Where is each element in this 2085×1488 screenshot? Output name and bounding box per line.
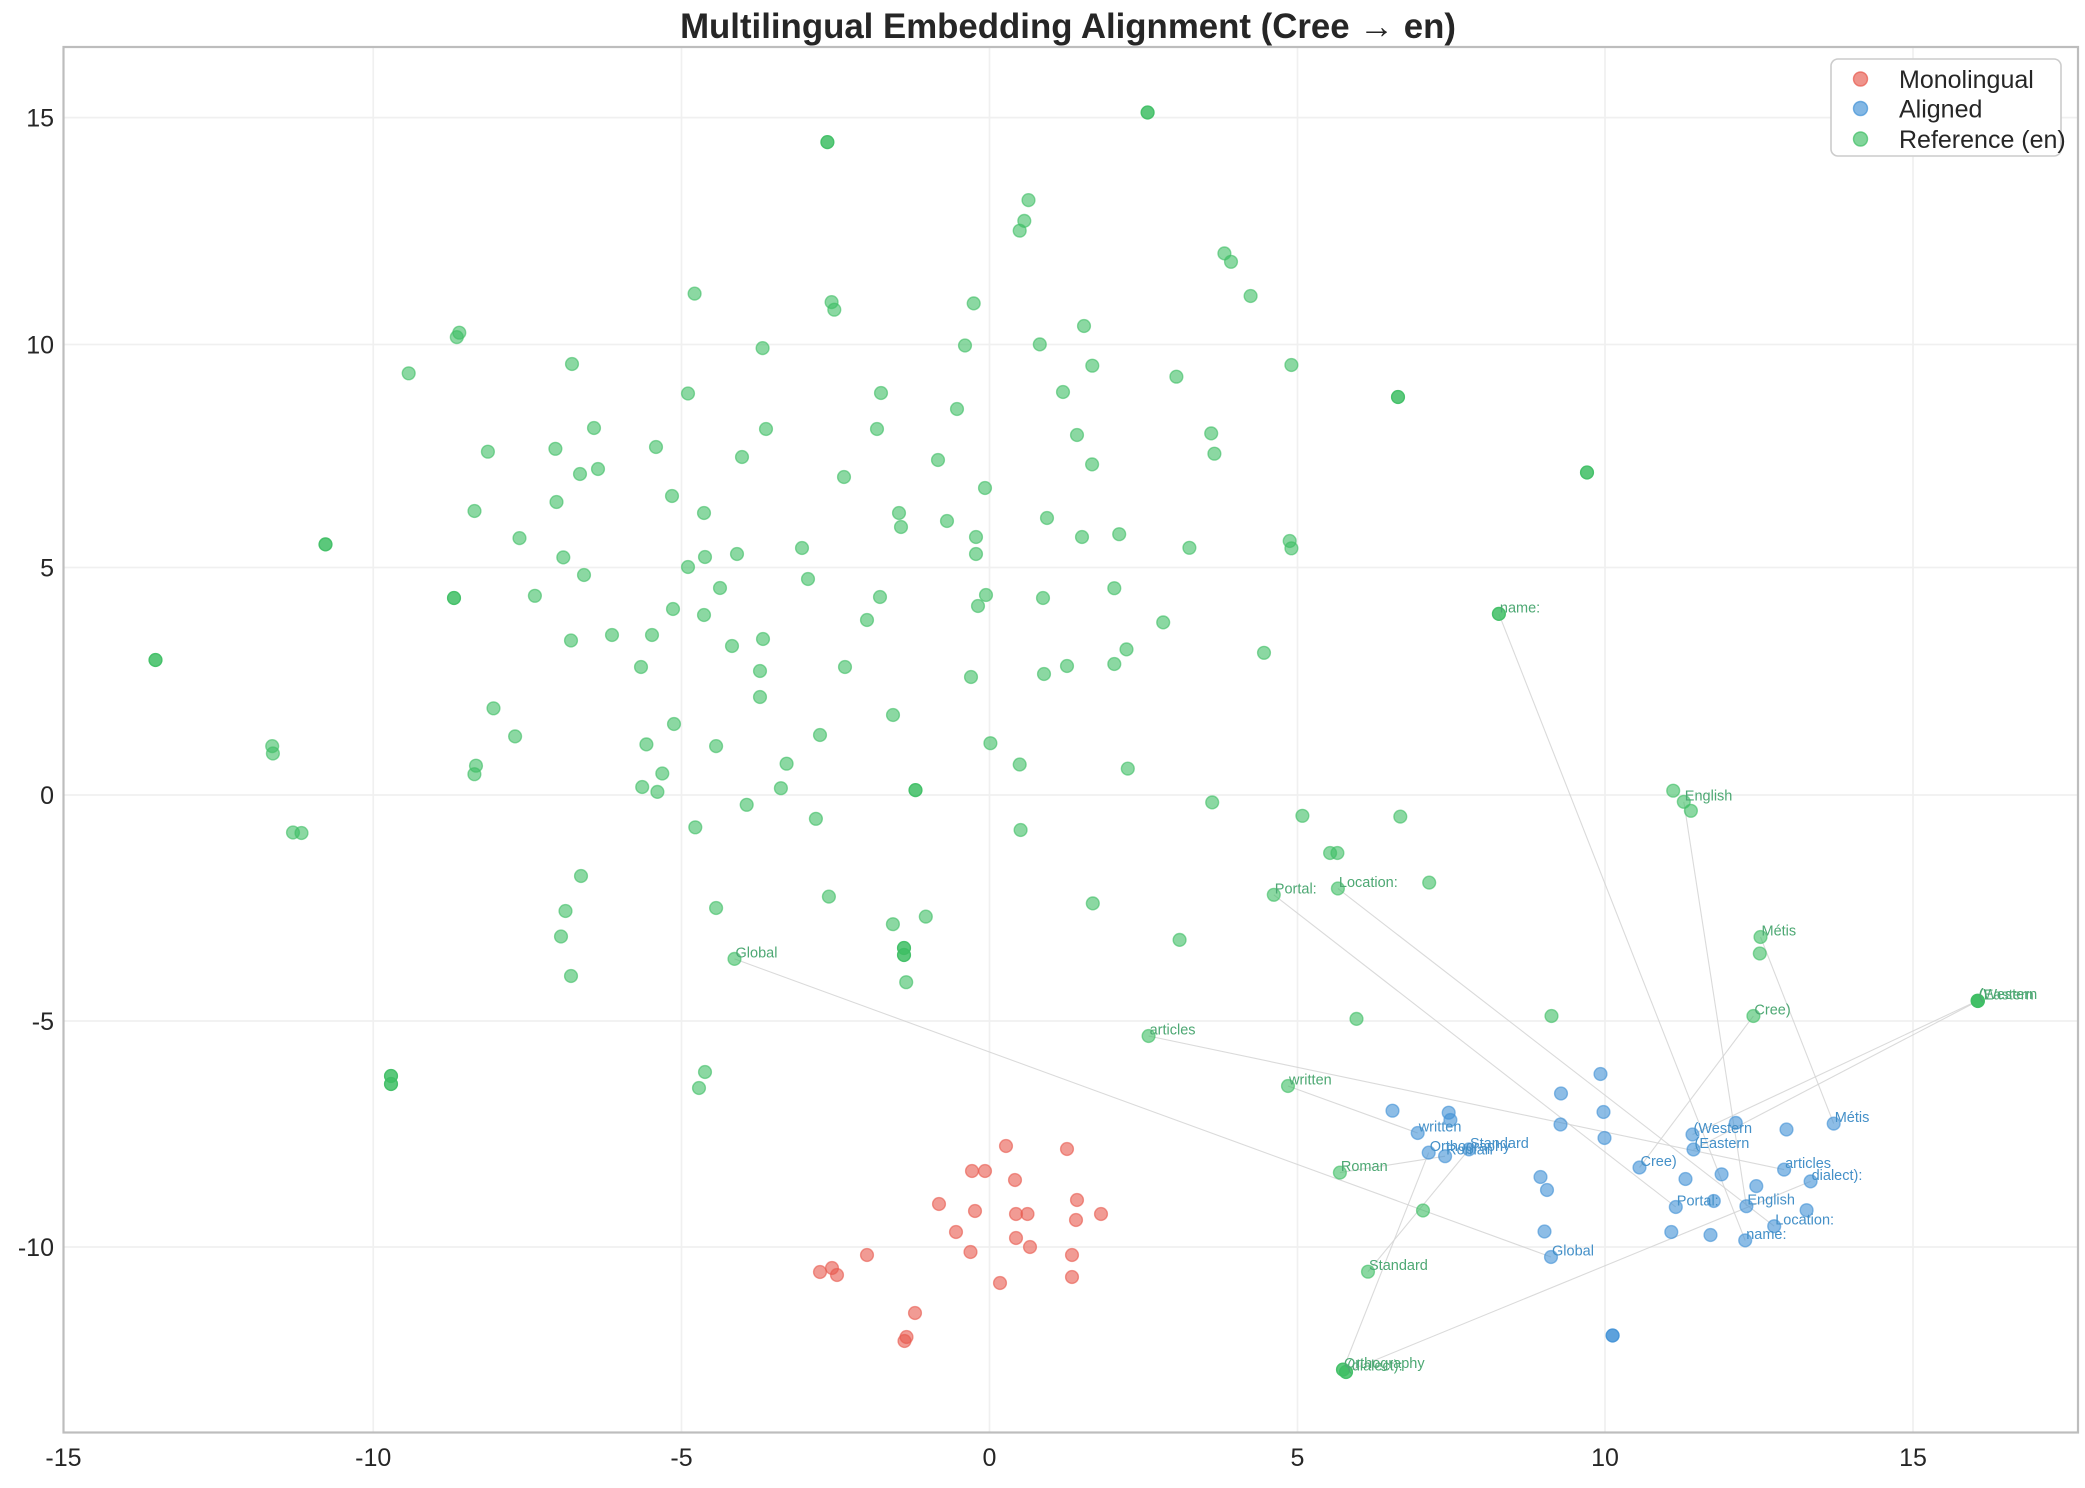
svg-text:Location:: Location:	[1775, 1213, 1834, 1229]
svg-text:0: 0	[40, 782, 54, 810]
svg-text:name:: name:	[1500, 600, 1540, 616]
svg-text:Reference (en): Reference (en)	[1899, 126, 2066, 154]
svg-text:Standard: Standard	[1470, 1136, 1529, 1152]
svg-text:written: written	[1418, 1120, 1462, 1136]
svg-text:-5: -5	[32, 1008, 54, 1036]
svg-text:Orthography: Orthography	[1344, 1356, 1425, 1372]
svg-text:English: English	[1747, 1193, 1795, 1209]
svg-text:(Eastern: (Eastern	[1979, 988, 2034, 1004]
svg-text:Aligned: Aligned	[1899, 96, 1982, 124]
svg-text:English: English	[1685, 788, 1733, 804]
svg-text:Métis: Métis	[1835, 1110, 1870, 1126]
svg-text:Global: Global	[1552, 1244, 1594, 1260]
svg-text:articles: articles	[1785, 1156, 1831, 1172]
svg-text:Monolingual: Monolingual	[1899, 66, 2034, 94]
svg-text:(Western: (Western	[1979, 987, 2038, 1003]
svg-text:dialect):: dialect):	[1812, 1168, 1863, 1184]
svg-text:Cree): Cree)	[1641, 1154, 1677, 1170]
svg-text:(Eastern: (Eastern	[1695, 1136, 1750, 1152]
svg-text:written: written	[1288, 1073, 1332, 1089]
svg-text:10: 10	[1591, 1444, 1619, 1472]
svg-text:5: 5	[1291, 1444, 1305, 1472]
svg-text:(Western: (Western	[1694, 1121, 1753, 1137]
svg-text:-15: -15	[45, 1444, 81, 1472]
svg-text:10: 10	[26, 332, 54, 360]
svg-text:Portal:: Portal:	[1275, 881, 1317, 897]
svg-text:Portal:: Portal:	[1677, 1194, 1719, 1210]
svg-text:Global: Global	[736, 945, 778, 961]
svg-text:Location:: Location:	[1339, 875, 1398, 891]
svg-text:15: 15	[1899, 1444, 1927, 1472]
svg-text:Roman: Roman	[1341, 1159, 1388, 1175]
svg-text:Roman: Roman	[1446, 1143, 1493, 1159]
svg-text:Métis: Métis	[1762, 924, 1797, 940]
svg-text:(dialect):: (dialect):	[1347, 1359, 1403, 1375]
svg-text:5: 5	[40, 555, 54, 583]
svg-text:-10: -10	[18, 1234, 54, 1262]
svg-text:-5: -5	[670, 1444, 692, 1472]
svg-text:Standard: Standard	[1369, 1258, 1428, 1274]
svg-text:0: 0	[983, 1444, 997, 1472]
svg-text:15: 15	[26, 105, 54, 133]
svg-text:Multilingual Embedding Alignme: Multilingual Embedding Alignment (Cree →…	[680, 7, 1456, 46]
svg-text:Orthography: Orthography	[1430, 1139, 1511, 1155]
svg-text:articles: articles	[1150, 1023, 1196, 1039]
svg-text:name:: name:	[1746, 1227, 1786, 1243]
svg-text:-10: -10	[355, 1444, 391, 1472]
svg-text:Cree): Cree)	[1754, 1003, 1790, 1019]
